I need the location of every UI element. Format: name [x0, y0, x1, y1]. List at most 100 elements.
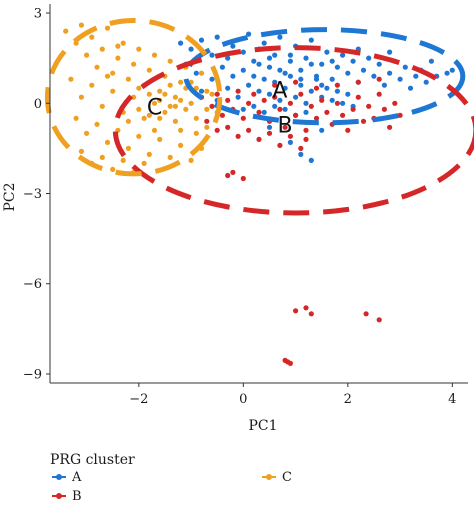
data-point-b	[214, 127, 220, 133]
x-tick-label: 2	[344, 392, 352, 407]
data-point-a	[240, 106, 246, 112]
data-point-b	[235, 88, 241, 94]
data-point-b	[324, 109, 330, 115]
data-point-c	[110, 88, 116, 94]
data-point-a	[256, 88, 262, 94]
data-point-c	[125, 76, 131, 82]
data-point-c	[178, 142, 184, 148]
data-point-c	[172, 118, 178, 124]
data-point-a	[198, 88, 205, 94]
data-point-b	[287, 360, 293, 366]
data-point-c	[78, 94, 84, 100]
data-point-a	[329, 58, 335, 64]
data-point-a	[334, 64, 340, 70]
data-point-c	[167, 103, 173, 109]
y-axis-title: PC2	[2, 182, 18, 211]
data-point-a	[444, 70, 450, 76]
data-point-b	[355, 79, 361, 85]
data-point-a	[381, 82, 387, 88]
data-point-b	[397, 112, 403, 118]
data-point-a	[308, 61, 314, 67]
data-point-c	[125, 145, 131, 151]
data-point-b	[334, 100, 340, 106]
data-point-c	[110, 70, 116, 76]
data-point-a	[282, 70, 288, 76]
y-tick-label: −6	[23, 277, 42, 292]
data-point-a	[287, 73, 293, 79]
data-point-b	[240, 115, 246, 121]
data-point-b	[376, 76, 382, 82]
data-point-b	[261, 97, 267, 103]
data-point-a	[313, 76, 320, 82]
data-point-b	[363, 311, 369, 317]
data-point-c	[131, 61, 137, 67]
data-point-a	[225, 85, 231, 91]
data-point-a	[407, 85, 414, 91]
data-point-a	[277, 97, 283, 103]
cluster-label-a: A	[272, 79, 287, 104]
data-point-c	[120, 40, 126, 46]
data-point-c	[104, 25, 111, 31]
data-point-a	[287, 58, 293, 64]
data-point-c	[99, 103, 105, 109]
data-point-c	[115, 55, 121, 61]
data-point-b	[313, 115, 320, 121]
data-point-a	[340, 52, 346, 58]
data-point-b	[287, 100, 293, 106]
data-point-c	[78, 22, 84, 28]
data-point-c	[151, 52, 158, 58]
data-point-a	[329, 97, 335, 103]
data-point-c	[188, 157, 194, 163]
data-point-a	[324, 49, 330, 55]
data-point-c	[188, 100, 194, 106]
data-point-b	[204, 118, 210, 124]
data-point-b	[298, 91, 304, 97]
data-point-a	[428, 58, 434, 64]
legend-swatch-dot	[56, 474, 62, 480]
data-point-c	[146, 91, 152, 97]
data-point-c	[94, 121, 100, 127]
data-point-c	[183, 106, 189, 112]
data-point-a	[188, 46, 194, 52]
data-point-a	[240, 49, 246, 55]
data-point-b	[303, 305, 309, 311]
data-point-c	[120, 157, 126, 163]
data-point-c	[136, 133, 142, 139]
data-point-a	[266, 124, 273, 130]
data-point-c	[146, 112, 152, 118]
data-point-b	[293, 79, 299, 85]
legend-label: B	[72, 489, 82, 504]
data-point-a	[308, 157, 314, 163]
data-point-a	[397, 76, 403, 82]
data-point-c	[68, 76, 74, 82]
cluster-ellipse-b	[112, 45, 474, 216]
data-point-a	[272, 52, 278, 58]
data-point-c	[146, 151, 152, 157]
data-point-b	[376, 91, 382, 97]
data-point-a	[272, 103, 278, 109]
data-point-b	[209, 103, 215, 109]
data-point-a	[387, 49, 393, 55]
data-point-c	[84, 52, 90, 58]
data-point-c	[136, 106, 142, 112]
data-point-a	[287, 52, 293, 58]
data-point-a	[235, 94, 241, 100]
data-point-a	[266, 91, 273, 97]
data-point-b	[381, 106, 387, 112]
data-point-a	[282, 106, 288, 112]
data-point-c	[193, 85, 199, 91]
data-point-c	[209, 91, 215, 97]
data-point-a	[423, 79, 429, 85]
data-point-a	[178, 40, 184, 46]
data-point-a	[298, 76, 304, 82]
data-point-a	[387, 70, 393, 76]
data-point-a	[319, 127, 325, 133]
data-point-b	[235, 133, 241, 139]
data-point-c	[151, 127, 158, 133]
data-point-c	[63, 28, 69, 34]
x-axis-title: PC1	[248, 418, 277, 434]
data-point-c	[110, 166, 116, 172]
data-point-a	[308, 37, 314, 43]
data-point-c	[99, 46, 105, 52]
data-point-b	[246, 127, 252, 133]
